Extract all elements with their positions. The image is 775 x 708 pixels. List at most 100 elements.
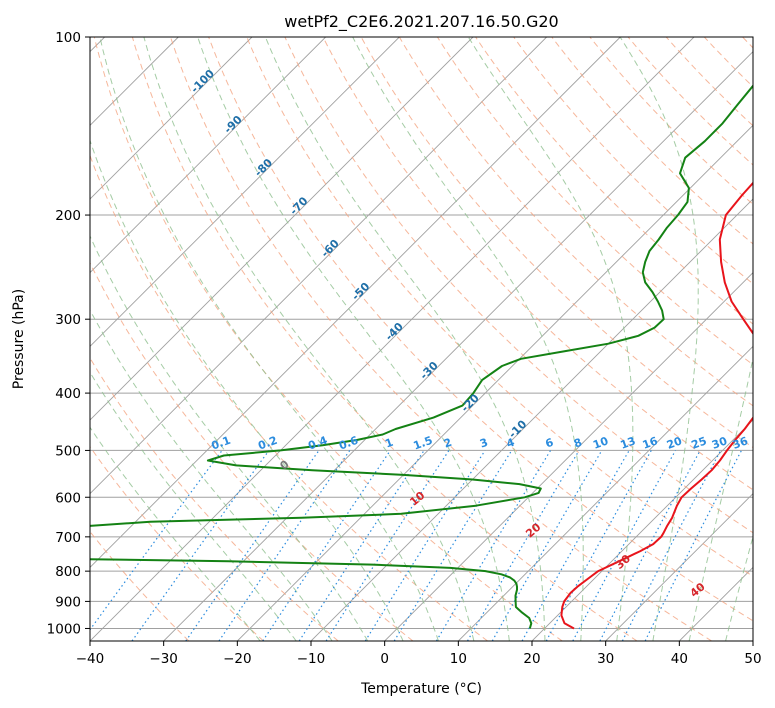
mixing-ratio-label: 0.2 [256,434,279,453]
mixing-ratio-label: 0.4 [306,434,329,453]
x-tick-label: 20 [523,651,540,667]
mixing-ratio-label: 1.5 [412,434,435,453]
y-tick-label: 800 [55,564,81,580]
isotherm-line [752,640,753,641]
y-tick-label: 200 [55,208,81,224]
line-labels: 0.1 0.2 0.4 0.6 1 1.5 2 3 4 6 8 10 13 16 20 25 30 36-100-… [188,67,750,600]
dry-adiabat-line [703,37,753,88]
x-tick-label: 10 [450,651,467,667]
moist-adiabat-label: 20 [523,520,543,540]
mixing-ratio-label: 1 [383,436,395,451]
moist-adiabat-line [619,37,699,641]
moist-adiabat-line [688,356,753,641]
mixing-ratio-line [393,450,513,641]
y-axis-label: Pressure (hPa) [11,289,27,389]
mixing-ratio-line [325,450,450,641]
x-tick-label: 30 [597,651,614,667]
mixing-ratio-label: 4 [505,436,517,451]
mixing-ratio-line [131,450,270,641]
chart-title: wetPf2_C2E6.2021.207.16.50.G20 [284,12,558,32]
temperature-line [560,181,753,630]
x-tick-label: 50 [744,651,761,667]
y-tick-label: 500 [55,443,81,459]
mixing-ratio-label: 20 [665,434,684,452]
isotherm-label: -80 [252,156,275,179]
dry-adiabat-line [398,37,753,407]
isotherm-line [605,493,753,641]
moist-adiabat-line [90,309,333,641]
isotherm-line [90,37,253,200]
moist-adiabat-line [143,37,475,641]
y-tick-label: 600 [55,490,81,506]
y-tick-label: 1000 [47,621,81,637]
mixing-ratio-label: 0.1 [210,434,233,453]
sounding-lines [90,84,753,630]
dry-adiabat-line [131,37,638,641]
moist-adiabat-line [725,534,753,641]
dry-adiabat-line [589,37,753,205]
isotherm-label: -20 [459,391,482,414]
mixing-ratio-label: 3 [478,436,490,451]
dry-adiabat-line [742,37,753,49]
dry-adiabat-line [475,37,753,325]
isotherm-line [237,124,753,641]
x-tick-label: −10 [297,651,326,667]
mixing-ratio-line [262,450,391,641]
mixing-ratio-label: 16 [641,434,660,452]
moist-adiabat-line [90,138,404,641]
moist-adiabat-line [352,37,584,641]
dry-adiabat-line [436,37,753,366]
isotherm-line [458,345,753,641]
dry-adiabat-line [93,37,563,641]
isotherm-line [90,37,326,274]
mixing-ratio-line [435,450,552,641]
isotherm-line [90,37,547,495]
mixing-ratio-label: 8 [572,436,584,451]
dry-adiabat-line [90,357,339,641]
moist-adiabat-line [90,426,261,641]
mixing-ratio-line [572,450,677,641]
mixing-ratio-line [298,450,425,641]
dry-adiabat-line [322,37,753,491]
isotherm-line [90,37,621,568]
dry-adiabat-line [360,37,753,449]
isotherm-line [679,566,753,641]
mixing-ratio-line [644,450,743,641]
mixing-ratio-line [185,450,320,641]
isotherm-line [163,51,753,641]
moist-adiabat-label: 40 [688,580,708,600]
dry-adiabat-line [90,154,488,641]
mixing-ratio-label: 36 [731,434,750,452]
dry-adiabat-line [665,37,753,127]
moist-adiabat-line [99,37,439,641]
x-tick-label: 40 [671,651,688,667]
mixing-ratio-line [545,450,652,641]
dry-adiabat-line [246,37,753,577]
isotherm-label: -70 [287,194,310,217]
isotherm-label: -60 [319,237,342,260]
isotherm-line [90,37,400,347]
moist-adiabat-line [467,37,634,641]
y-tick-label: 300 [55,312,81,328]
mixing-ratio-line [466,450,580,641]
mixing-ratio-line [218,450,351,641]
mixing-ratio-label: 25 [690,434,709,451]
mixing-ratio-line [90,450,223,631]
axis-ticks: −40 −30 −20 −10 0 10 20 30 40 5010020030040050060… [47,30,762,667]
y-tick-label: 900 [55,594,81,610]
plot-frame [89,36,754,642]
moist-adiabat-line [90,371,297,641]
dry-adiabat-line [627,37,753,166]
y-tick-label: 400 [55,386,81,402]
mixing-ratio-label: 6 [544,436,556,451]
x-tick-label: −40 [76,651,105,667]
mixing-ratio-label: 0.6 [337,434,360,453]
moist-adiabat-label: 10 [407,489,427,509]
dry-adiabat-line [208,37,753,622]
isotherm-label: -50 [349,280,372,303]
x-tick-label: −30 [149,651,178,667]
x-tick-label: −20 [223,651,252,667]
dewpoint-line [90,84,753,629]
dry-adiabat-line [90,530,190,641]
